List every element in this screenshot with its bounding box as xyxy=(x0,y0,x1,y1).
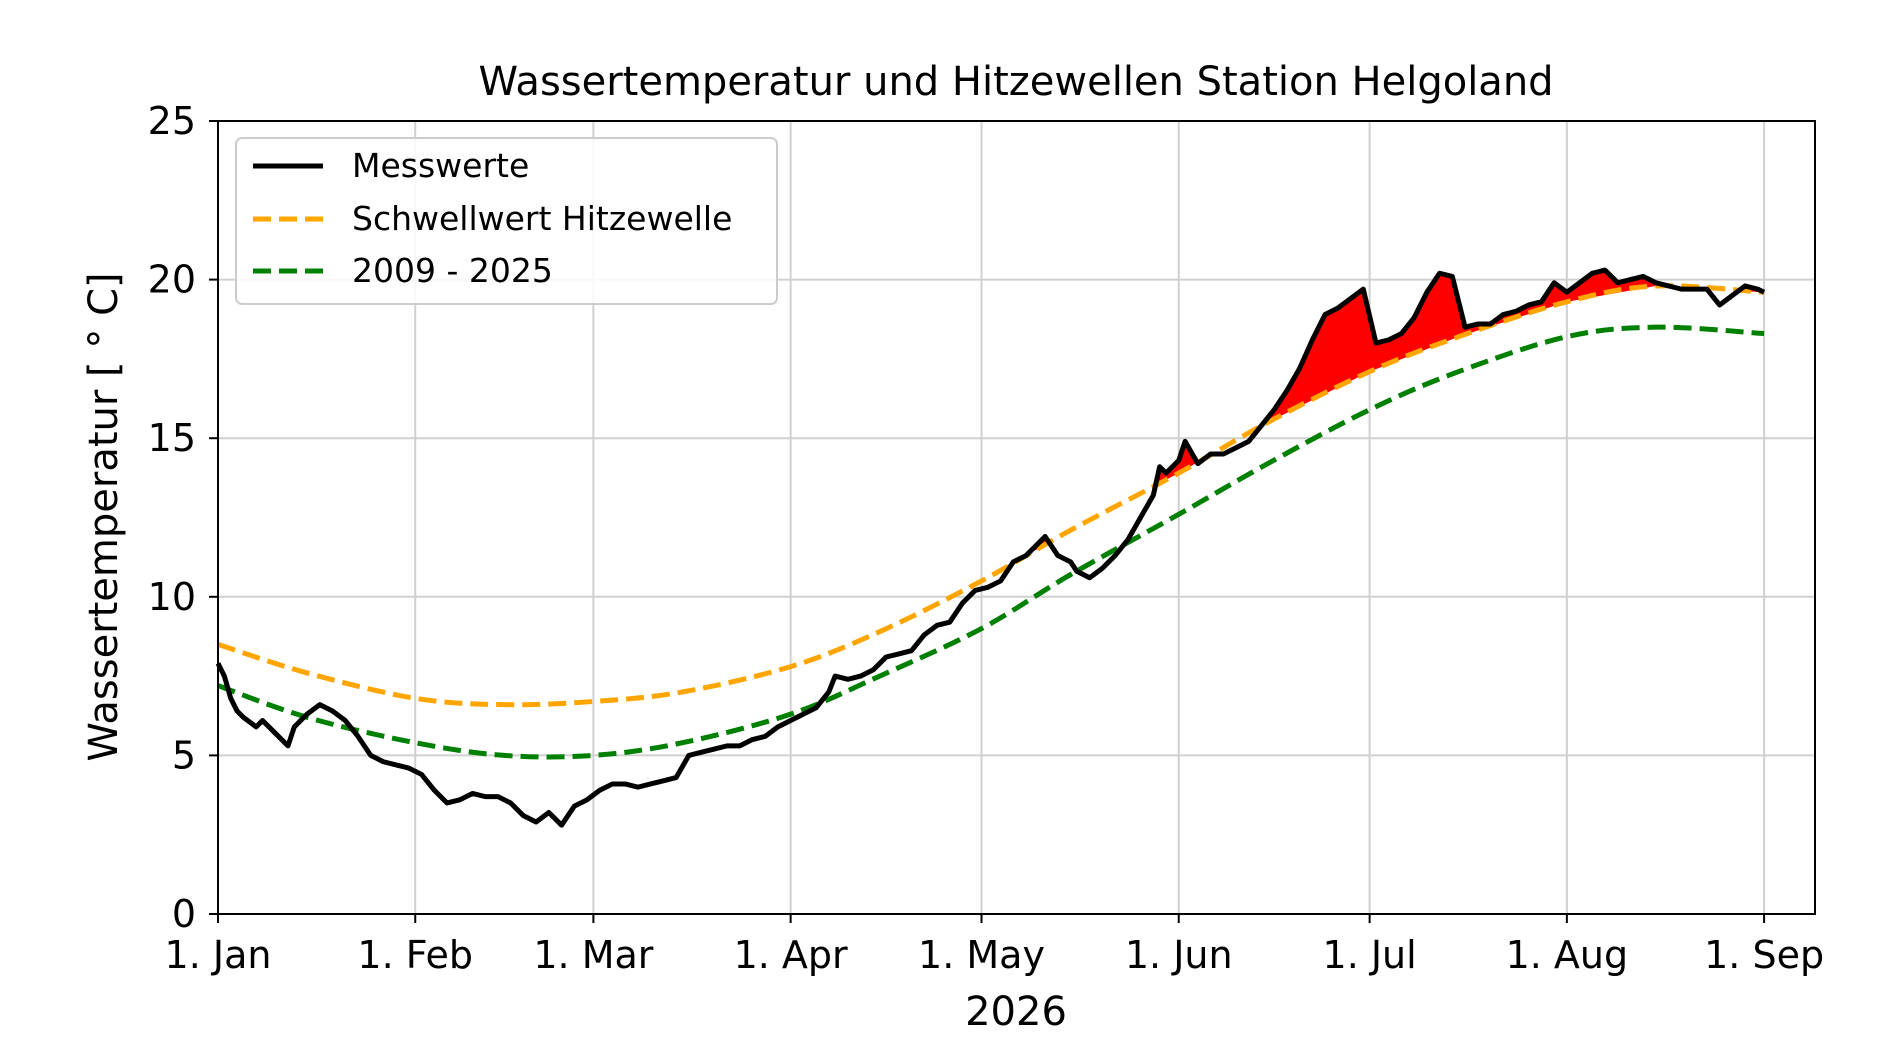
x-tick-label: 1. Sep xyxy=(1704,933,1824,977)
legend-label-messwerte: Messwerte xyxy=(352,146,529,185)
legend-label-klimatologie: 2009 - 2025 xyxy=(352,251,553,290)
series-line-klimatologie xyxy=(217,324,1765,760)
legend-frame xyxy=(235,137,778,305)
x-tick-label: 1. May xyxy=(918,933,1045,977)
heatwave-area xyxy=(1261,270,1672,426)
legend: Messwerte Schwellwert Hitzewelle 2009 - … xyxy=(235,137,778,305)
plot-frame xyxy=(217,120,1816,915)
x-tick-label: 1. Feb xyxy=(357,933,473,977)
series-lines xyxy=(215,267,1766,828)
x-tick-label: 1. Jun xyxy=(1125,933,1233,977)
x-tick-label: 1. Mar xyxy=(533,933,653,977)
x-tick-label: 1. Jul xyxy=(1323,933,1417,977)
y-tick-label: 20 xyxy=(148,258,196,302)
x-tick-label: 1. Aug xyxy=(1506,933,1629,977)
axis-ticks: 0 5 10 15 20 25 1. Jan 1. Feb 1. Mar 1. Apr 1. May… xyxy=(148,99,1824,977)
y-axis-label: Wassertemperatur [ ° C] xyxy=(81,272,127,761)
series-line-messwerte xyxy=(215,267,1766,828)
y-tick-label: 25 xyxy=(148,99,196,143)
x-tick-label: 1. Apr xyxy=(734,933,848,977)
x-axis-label: 2026 xyxy=(965,989,1067,1035)
y-tick-label: 0 xyxy=(172,892,196,936)
x-tick-label: 1. Jan xyxy=(165,933,272,977)
chart-title: Wassertemperatur und Hitzewellen Station… xyxy=(478,59,1553,105)
y-tick-label: 5 xyxy=(172,733,196,777)
legend-label-schwellwert: Schwellwert Hitzewelle xyxy=(352,199,732,238)
y-tick-label: 10 xyxy=(148,575,196,619)
y-tick-label: 15 xyxy=(148,416,196,460)
